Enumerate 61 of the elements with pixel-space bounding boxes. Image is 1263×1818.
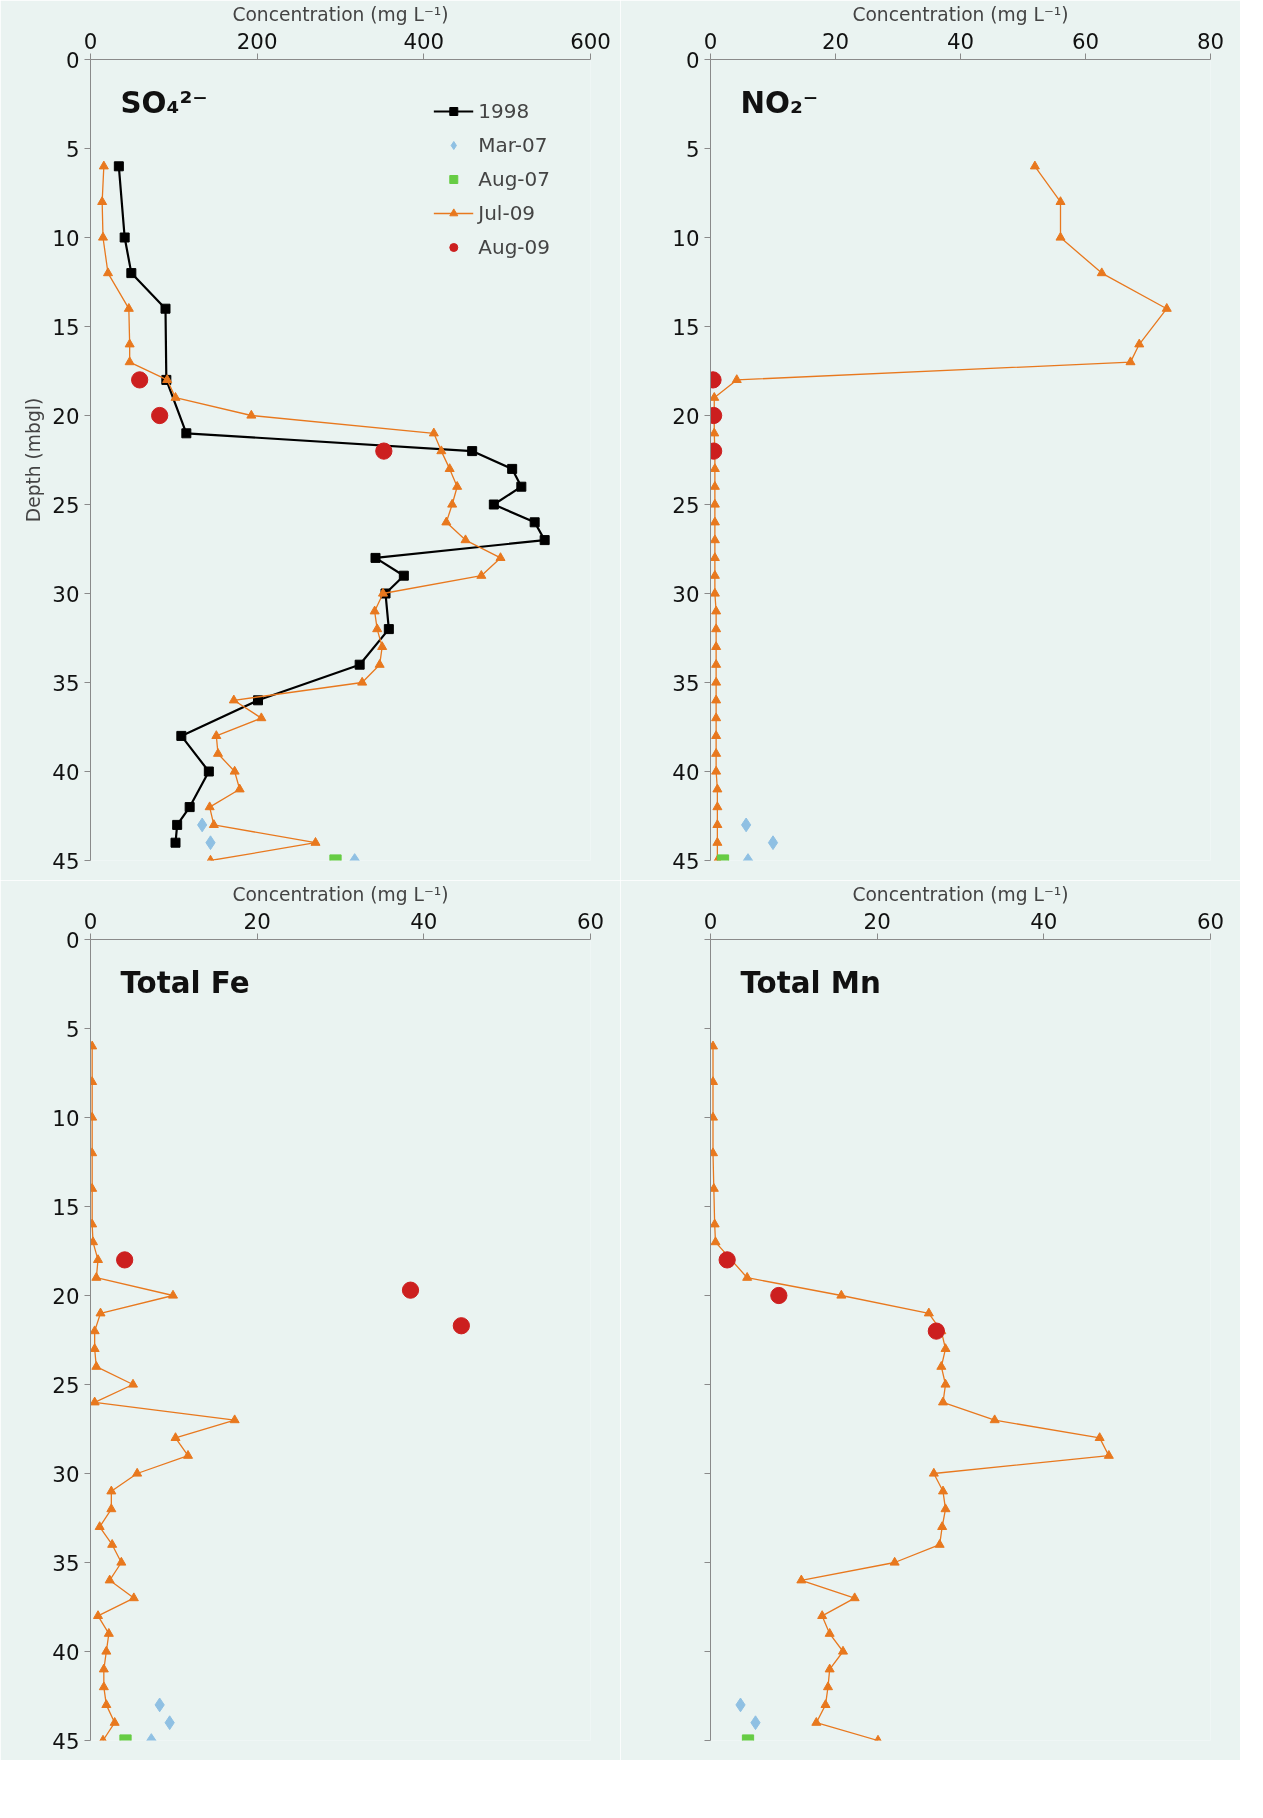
- legend-label: 1998: [478, 99, 530, 123]
- y-tick-label: 45: [672, 848, 700, 874]
- x-tick-label: 40: [410, 908, 438, 934]
- y-tick-label: 40: [672, 759, 700, 785]
- legend-label: Aug-07: [478, 167, 550, 191]
- x-tick-label: 20: [821, 28, 850, 54]
- x-tick-label: 0: [703, 908, 718, 934]
- y-tick-label: 30: [52, 581, 80, 607]
- x-tick-label: 400: [403, 28, 445, 54]
- y-tick-label: 30: [672, 581, 700, 607]
- text: NO₂⁻: [740, 85, 819, 120]
- x-tick-label: 0: [83, 908, 98, 934]
- y-tick-label: 45: [52, 848, 80, 874]
- y-tick-label: 0: [65, 47, 80, 73]
- x-tick-label: 60: [1196, 908, 1225, 934]
- y-tick-label: 25: [52, 1372, 80, 1398]
- x-tick-label: 0: [83, 28, 98, 54]
- y-tick-label: 45: [52, 1728, 80, 1754]
- x-axis-title: Concentration (mg L⁻¹): [852, 3, 1069, 25]
- y-tick-label: 15: [52, 1194, 80, 1220]
- x-tick-label: 60: [1071, 28, 1100, 54]
- y-tick-label: 15: [52, 314, 80, 340]
- x-axis-title: Concentration (mg L⁻¹): [232, 3, 449, 25]
- legend-label: Mar-07: [478, 133, 548, 157]
- y-tick-label: 25: [672, 492, 700, 518]
- y-tick-label: 0: [685, 47, 700, 73]
- x-tick-label: 20: [863, 908, 891, 934]
- text: Total Mn: [740, 965, 881, 1000]
- text: Total Fe: [120, 965, 250, 1000]
- x-tick-label: 60: [576, 908, 605, 934]
- y-tick-label: 5: [65, 1016, 80, 1042]
- x-tick-label: 40: [946, 28, 975, 54]
- y-tick-label: 35: [672, 670, 700, 696]
- x-tick-label: 0: [703, 28, 718, 54]
- x-tick-label: 20: [243, 908, 271, 934]
- y-tick-label: 40: [52, 759, 80, 785]
- y-tick-label: 15: [672, 314, 700, 340]
- x-tick-label: 600: [570, 28, 611, 54]
- legend-label: Jul-09: [478, 201, 536, 225]
- text: SO₄²⁻: [120, 85, 208, 120]
- x-tick-label: 200: [236, 28, 278, 54]
- y-tick-label: 10: [672, 225, 700, 251]
- y-tick-label: 20: [52, 1283, 80, 1309]
- x-tick-label: 40: [1030, 908, 1058, 934]
- y-tick-label: 10: [52, 1105, 80, 1131]
- y-tick-label: 25: [52, 492, 80, 518]
- y-tick-label: 10: [52, 225, 80, 251]
- y-axis-title: Depth (mbgl): [23, 397, 45, 523]
- x-axis-title: Concentration (mg L⁻¹): [852, 883, 1069, 905]
- y-tick-label: 5: [685, 136, 700, 162]
- x-axis-title: Concentration (mg L⁻¹): [232, 883, 449, 905]
- x-tick-label: 80: [1196, 28, 1225, 54]
- y-tick-label: 35: [52, 1550, 80, 1576]
- legend-label: Aug-09: [478, 235, 550, 259]
- y-tick-label: 20: [672, 403, 700, 429]
- y-tick-label: 20: [52, 403, 80, 429]
- y-tick-label: 35: [52, 670, 80, 696]
- y-tick-label: 40: [52, 1639, 80, 1665]
- y-tick-label: 30: [52, 1461, 80, 1487]
- y-tick-label: 0: [65, 927, 80, 953]
- y-tick-label: 5: [65, 136, 80, 162]
